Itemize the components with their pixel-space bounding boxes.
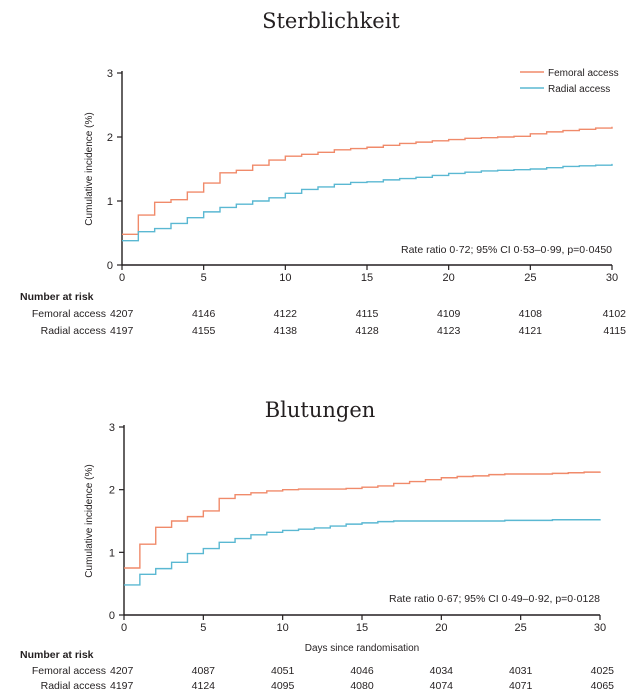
risk-value: 4155 bbox=[192, 325, 216, 337]
risk-table-heading: Number at risk bbox=[20, 291, 94, 303]
y-tick-label: 3 bbox=[109, 422, 115, 434]
risk-value: 4046 bbox=[350, 665, 374, 677]
x-tick-label: 10 bbox=[279, 272, 291, 284]
risk-value: 4095 bbox=[271, 680, 295, 692]
risk-value: 4207 bbox=[110, 665, 134, 677]
series-line-radial bbox=[122, 163, 613, 242]
risk-value: 4146 bbox=[192, 308, 216, 320]
risk-value: 4051 bbox=[271, 665, 295, 677]
x-tick-label: 0 bbox=[121, 622, 127, 634]
risk-value: 4197 bbox=[110, 680, 134, 692]
y-tick-label: 1 bbox=[107, 196, 113, 208]
risk-value: 4123 bbox=[437, 325, 461, 337]
risk-row-label: Radial access bbox=[41, 680, 106, 692]
series-line-femoral bbox=[122, 126, 613, 235]
chart-title: Blutungen bbox=[265, 398, 376, 422]
x-tick-label: 0 bbox=[119, 272, 125, 284]
risk-value: 4138 bbox=[274, 325, 298, 337]
risk-value: 4115 bbox=[603, 325, 626, 337]
risk-value: 4109 bbox=[437, 308, 461, 320]
x-tick-label: 10 bbox=[277, 622, 289, 634]
series-line-femoral bbox=[124, 471, 601, 569]
risk-value: 4025 bbox=[591, 665, 615, 677]
y-tick-label: 0 bbox=[107, 260, 113, 272]
risk-row-label: Femoral access bbox=[32, 308, 106, 320]
risk-value: 4034 bbox=[430, 665, 454, 677]
x-tick-label: 5 bbox=[200, 622, 206, 634]
risk-value: 4087 bbox=[192, 665, 216, 677]
y-axis-label: Cumulative incidence (%) bbox=[84, 112, 95, 225]
y-axis-label: Cumulative incidence (%) bbox=[84, 464, 95, 577]
x-tick-label: 30 bbox=[606, 272, 618, 284]
x-tick-label: 5 bbox=[201, 272, 207, 284]
risk-value: 4102 bbox=[603, 308, 627, 320]
x-tick-label: 20 bbox=[443, 272, 455, 284]
y-tick-label: 3 bbox=[107, 68, 113, 80]
x-tick-label: 25 bbox=[524, 272, 536, 284]
risk-value: 4115 bbox=[356, 308, 379, 320]
x-tick-label: 20 bbox=[435, 622, 447, 634]
x-tick-label: 25 bbox=[515, 622, 527, 634]
risk-value: 4124 bbox=[192, 680, 216, 692]
x-axis-label: Days since randomisation bbox=[305, 643, 420, 654]
rate-ratio-annotation: Rate ratio 0·67; 95% CI 0·49–0·92, p=0·0… bbox=[389, 593, 600, 605]
risk-value: 4128 bbox=[355, 325, 379, 337]
legend-label: Femoral access bbox=[548, 68, 619, 79]
x-tick-label: 15 bbox=[356, 622, 368, 634]
risk-value: 4122 bbox=[274, 308, 298, 320]
risk-value: 4080 bbox=[350, 680, 374, 692]
risk-row-label: Radial access bbox=[41, 325, 106, 337]
risk-value: 4031 bbox=[509, 665, 533, 677]
x-tick-label: 30 bbox=[594, 622, 606, 634]
y-tick-label: 2 bbox=[107, 132, 113, 144]
risk-value: 4065 bbox=[591, 680, 615, 692]
risk-table-heading: Number at risk bbox=[20, 649, 94, 661]
rate-ratio-annotation: Rate ratio 0·72; 95% CI 0·53–0·99, p=0·0… bbox=[401, 244, 612, 256]
risk-value: 4197 bbox=[110, 325, 134, 337]
legend-label: Radial access bbox=[548, 84, 610, 95]
y-tick-label: 0 bbox=[109, 610, 115, 622]
risk-row-label: Femoral access bbox=[32, 665, 106, 677]
risk-value: 4121 bbox=[519, 325, 543, 337]
y-tick-label: 2 bbox=[109, 485, 115, 497]
risk-value: 4207 bbox=[110, 308, 134, 320]
series-line-radial bbox=[124, 519, 601, 586]
risk-value: 4074 bbox=[430, 680, 454, 692]
y-tick-label: 1 bbox=[109, 547, 115, 559]
x-tick-label: 15 bbox=[361, 272, 373, 284]
chart-title: Sterblichkeit bbox=[262, 9, 400, 33]
risk-value: 4108 bbox=[519, 308, 543, 320]
risk-value: 4071 bbox=[509, 680, 533, 692]
